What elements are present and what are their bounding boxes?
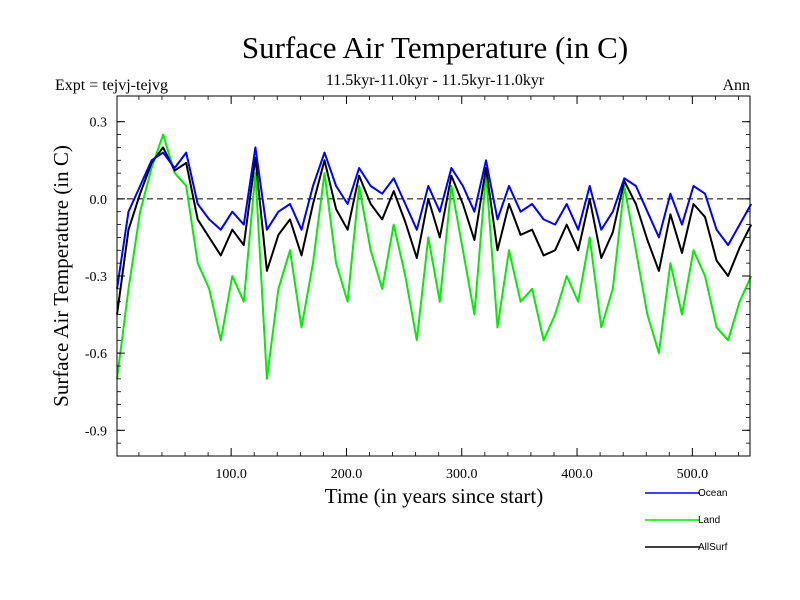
series-line-land bbox=[116, 133, 753, 380]
x-axis-ticks: 100.0 200.0 300.0 400.0 500.0 bbox=[138, 96, 739, 482]
plot-area bbox=[116, 133, 753, 380]
season-label: Ann bbox=[722, 77, 750, 94]
legend-label-allsurf: AllSurf bbox=[698, 542, 728, 553]
legend-label-land: Land bbox=[698, 515, 720, 526]
chart-subtitle: 11.5kyr-11.0kyr - 11.5kyr-11.0kyr bbox=[326, 72, 545, 89]
x-axis-label: Time (in years since start) bbox=[325, 484, 544, 508]
y-tick-label: 0.0 bbox=[90, 193, 108, 208]
series-line-ocean bbox=[116, 146, 753, 290]
chart-title: Surface Air Temperature (in C) bbox=[242, 30, 628, 65]
y-axis-ticks: 0.3 0.0 -0.3 -0.6 -0.9 bbox=[85, 116, 750, 444]
y-tick-label: -0.6 bbox=[85, 347, 107, 362]
y-axis-label: Surface Air Temperature (in C) bbox=[49, 145, 73, 407]
plot-frame bbox=[116, 95, 751, 457]
x-tick-label: 300.0 bbox=[446, 467, 478, 482]
x-tick-label: 500.0 bbox=[677, 467, 709, 482]
x-tick-label: 100.0 bbox=[215, 467, 247, 482]
x-tick-label: 400.0 bbox=[561, 467, 593, 482]
legend: Ocean Land AllSurf bbox=[645, 488, 728, 553]
y-tick-label: 0.3 bbox=[90, 116, 108, 131]
y-tick-label: -0.3 bbox=[85, 270, 107, 285]
experiment-label: Expt = tejvj-tejvg bbox=[55, 77, 168, 94]
legend-label-ocean: Ocean bbox=[698, 488, 727, 499]
x-tick-label: 200.0 bbox=[331, 467, 363, 482]
series-line-allsurf bbox=[116, 146, 753, 315]
y-tick-label: -0.9 bbox=[85, 424, 107, 439]
